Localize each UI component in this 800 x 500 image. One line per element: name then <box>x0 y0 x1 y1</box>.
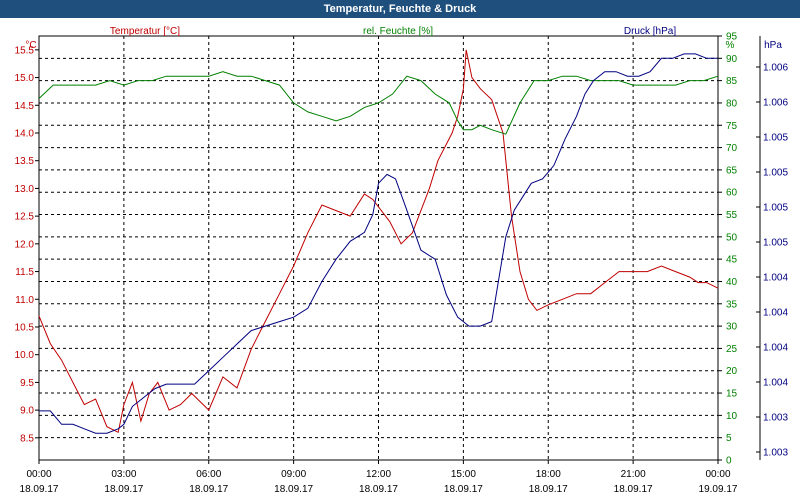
humidity-tick-label: 75 <box>726 121 738 132</box>
x-tick-time-label: 12:00 <box>366 469 391 480</box>
pressure-tick-label: 1.004 <box>763 308 788 319</box>
x-tick-date-label: 18.09.17 <box>20 484 59 495</box>
temperature-tick-label: 11.0 <box>15 295 34 306</box>
humidity-tick-label: 20 <box>726 366 738 377</box>
temperature-unit-label: °C <box>25 40 36 51</box>
humidity-tick-label: 50 <box>726 232 738 243</box>
x-tick-date-label: 19.09.17 <box>699 484 738 495</box>
x-tick-date-label: 18.09.17 <box>359 484 398 495</box>
pressure-tick-label: 1.004 <box>763 273 788 284</box>
humidity-tick-label: 45 <box>726 255 738 266</box>
temperature-tick-label: 10.5 <box>15 322 35 333</box>
temperature-tick-label: 9.5 <box>20 378 34 389</box>
humidity-tick-label: 95 <box>726 32 738 43</box>
pressure-tick-label: 1.004 <box>763 378 788 389</box>
x-tick-time-label: 18:00 <box>536 469 561 480</box>
humidity-series-line <box>38 71 719 135</box>
humidity-tick-label: 0 <box>726 456 732 467</box>
temperature-tick-label: 14.5 <box>15 101 35 112</box>
x-tick-date-label: 18.09.17 <box>104 484 143 495</box>
x-tick-time-label: 00:00 <box>705 469 730 480</box>
pressure-tick-label: 1.005 <box>763 203 788 214</box>
pressure-unit-label: hPa <box>764 40 782 51</box>
x-tick-date-label: 18.09.17 <box>189 484 228 495</box>
pressure-tick-label: 1.005 <box>763 133 788 144</box>
humidity-unit-label: % <box>726 40 735 51</box>
humidity-tick-label: 35 <box>726 299 738 310</box>
x-tick-date-label: 18.09.17 <box>274 484 313 495</box>
pressure-series-line <box>39 53 718 434</box>
pressure-tick-label: 1.005 <box>763 168 788 179</box>
temperature-tick-label: 14.0 <box>15 128 35 139</box>
temperature-tick-label: 11.5 <box>15 267 34 278</box>
temperature-tick-label: 15.5 <box>15 45 35 56</box>
temperature-tick-label: 15.0 <box>15 73 35 84</box>
humidity-tick-label: 90 <box>726 54 738 65</box>
temperature-tick-label: 8.5 <box>20 433 34 444</box>
x-tick-time-label: 03:00 <box>111 469 136 480</box>
pressure-tick-label: 1.005 <box>763 238 788 249</box>
humidity-axis-label: rel. Feuchte [%] <box>363 26 433 37</box>
humidity-tick-label: 70 <box>726 143 738 154</box>
x-tick-date-label: 18.09.17 <box>529 484 568 495</box>
temperature-tick-label: 10.0 <box>15 350 35 361</box>
temperature-tick-label: 12.0 <box>15 239 35 250</box>
humidity-tick-label: 55 <box>726 210 738 221</box>
humidity-tick-label: 80 <box>726 98 738 109</box>
humidity-tick-label: 25 <box>726 344 738 355</box>
humidity-tick-label: 30 <box>726 322 738 333</box>
humidity-tick-label: 40 <box>726 277 738 288</box>
x-tick-time-label: 00:00 <box>26 469 51 480</box>
temperature-tick-label: 13.0 <box>15 184 35 195</box>
temperature-axis-label: Temperatur [°C] <box>110 26 180 37</box>
pressure-tick-label: 1.006 <box>763 63 788 74</box>
temperature-tick-label: 13.5 <box>15 156 35 167</box>
x-tick-date-label: 18.09.17 <box>444 484 483 495</box>
pressure-tick-label: 1.004 <box>763 343 788 354</box>
x-tick-time-label: 21:00 <box>621 469 646 480</box>
humidity-tick-label: 65 <box>726 165 738 176</box>
pressure-tick-label: 1.003 <box>763 413 788 424</box>
humidity-tick-label: 5 <box>726 433 732 444</box>
x-tick-time-label: 15:00 <box>451 469 476 480</box>
x-tick-time-label: 06:00 <box>196 469 221 480</box>
x-tick-time-label: 09:00 <box>281 469 306 480</box>
humidity-tick-label: 60 <box>726 188 738 199</box>
chart-title: Temperatur, Feuchte & Druck <box>0 0 800 18</box>
x-tick-date-label: 18.09.17 <box>614 484 653 495</box>
pressure-tick-label: 1.003 <box>763 448 788 459</box>
humidity-tick-label: 10 <box>726 411 738 422</box>
humidity-tick-label: 15 <box>726 389 738 400</box>
pressure-axis-label: Druck [hPa] <box>624 26 676 37</box>
temperature-series-line <box>38 49 719 434</box>
temperature-tick-label: 9.0 <box>20 406 34 417</box>
pressure-tick-label: 1.006 <box>763 98 788 109</box>
humidity-tick-label: 85 <box>726 76 738 87</box>
temperature-tick-label: 12.5 <box>15 212 35 223</box>
